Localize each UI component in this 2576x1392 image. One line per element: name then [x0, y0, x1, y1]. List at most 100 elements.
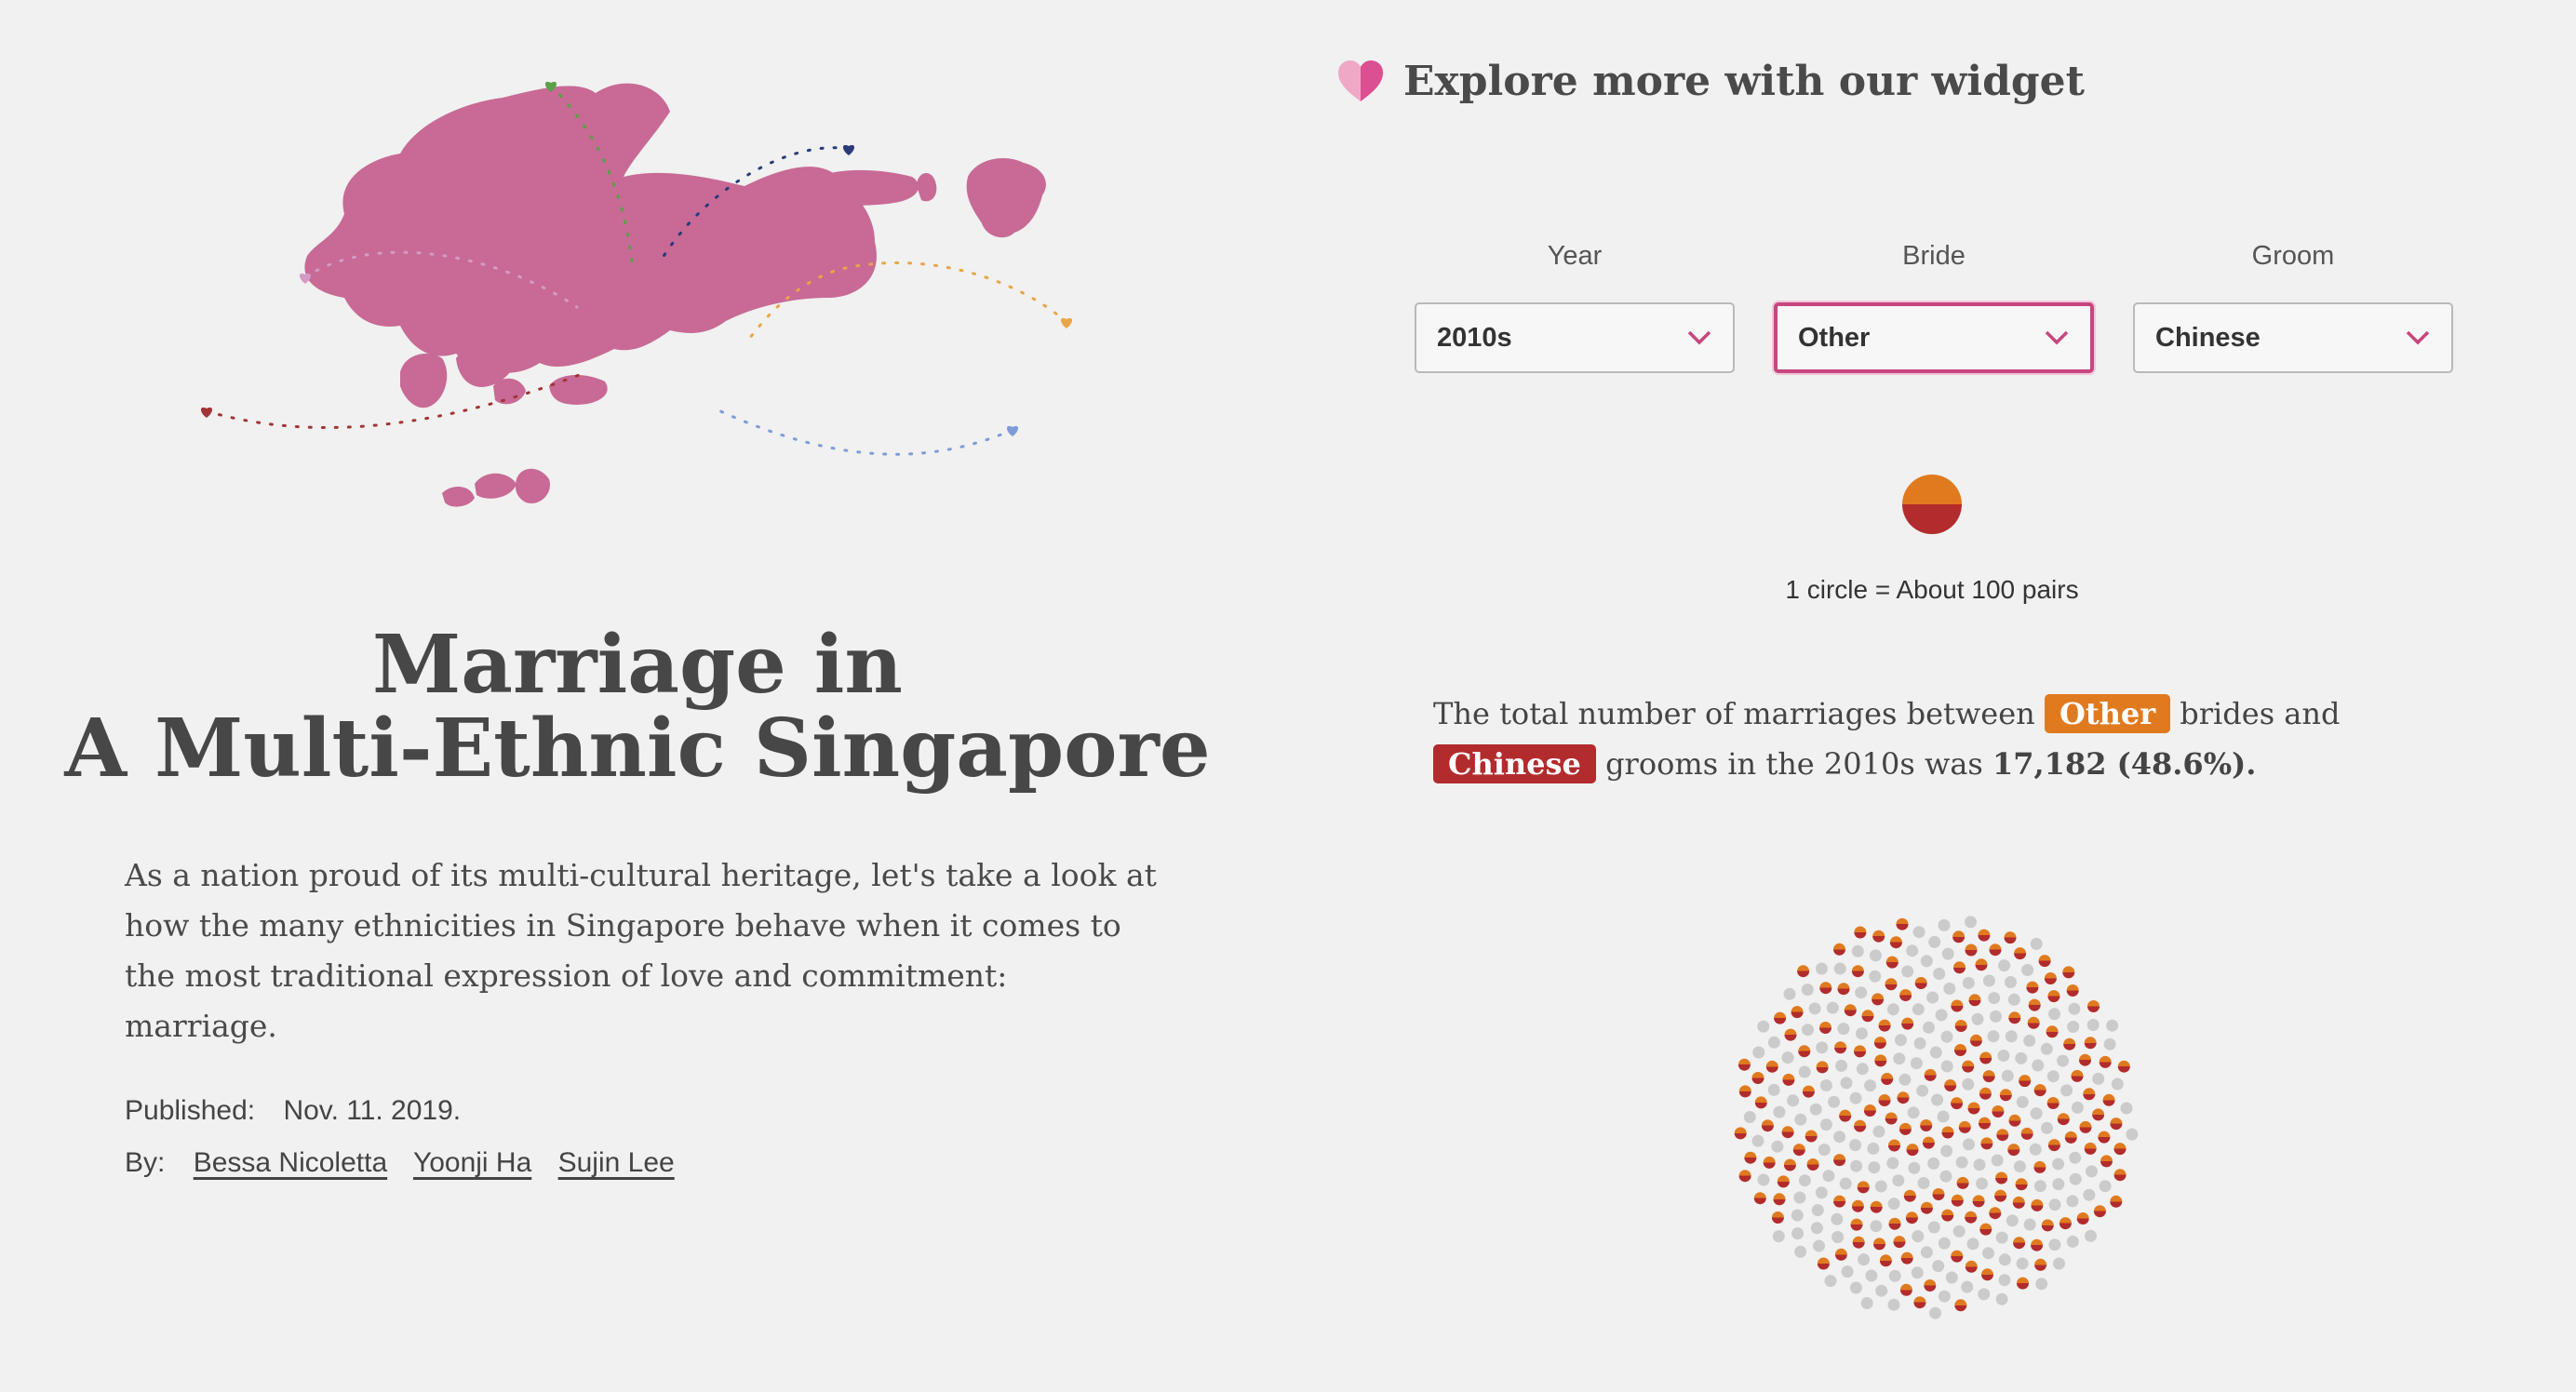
- author-link-yoonji-ha[interactable]: Yoonji Ha: [412, 1147, 532, 1178]
- pair-circle: [1869, 949, 1882, 962]
- heart-trail: [205, 370, 588, 429]
- pair-circle: [1901, 965, 1914, 978]
- pair-circle-highlighted: [1888, 1139, 1900, 1152]
- author-link-bessa-nicoletta[interactable]: Bessa Nicoletta: [193, 1147, 388, 1178]
- pair-circle-highlighted: [2046, 1097, 2059, 1109]
- pair-circle: [1781, 1051, 1794, 1064]
- pair-circle: [2103, 1037, 2116, 1051]
- pair-circle: [1856, 1063, 1869, 1076]
- pair-circle-highlighted: [1965, 1211, 1978, 1224]
- pair-circle: [1912, 926, 1925, 939]
- pair-circle-highlighted: [1873, 1238, 1885, 1251]
- heart-trails: [200, 81, 1073, 456]
- pair-circle-highlighted: [1872, 993, 1885, 1006]
- pair-circle-highlighted: [1992, 1105, 2005, 1118]
- pair-circle-highlighted: [1885, 978, 1898, 991]
- pair-circle-highlighted: [1819, 1022, 1831, 1034]
- pair-circle: [1840, 1077, 1853, 1090]
- pair-circle-highlighted: [2041, 1219, 2054, 1232]
- pair-circle: [1952, 1225, 1966, 1238]
- pair-circle: [1962, 976, 1975, 989]
- groom-tag: Chinese: [1433, 744, 1596, 783]
- summary-part-2: brides and: [2180, 696, 2341, 731]
- pair-circle: [1783, 987, 1796, 1000]
- pair-circle-highlighted: [1932, 1188, 1945, 1200]
- pair-circle-highlighted: [1738, 1085, 1751, 1098]
- pair-circle-highlighted: [2007, 1144, 2020, 1157]
- pair-circle-highlighted: [1784, 1028, 1797, 1041]
- bride-select[interactable]: Other: [1774, 302, 2094, 373]
- pair-circle: [2035, 1278, 2048, 1291]
- pair-circle: [1787, 1094, 1800, 1107]
- pair-circle: [2005, 976, 2017, 988]
- pair-circle-highlighted: [1872, 930, 1885, 943]
- pair-circle-highlighted: [1878, 1019, 1891, 1032]
- pair-circle-highlighted: [1763, 1156, 1776, 1169]
- pair-circle-highlighted: [1888, 1217, 1901, 1230]
- pair-circle-highlighted: [1924, 1279, 1937, 1292]
- pair-circle: [1998, 1253, 2011, 1266]
- pair-circle: [1935, 1009, 1948, 1022]
- pair-circle: [1791, 1227, 1805, 1240]
- pair-circle: [1816, 1041, 1829, 1054]
- pair-circle-highlighted: [2102, 1093, 2115, 1106]
- pair-circle: [1913, 1037, 1926, 1050]
- pair-circle-highlighted: [1879, 1254, 1892, 1267]
- pair-circle: [1962, 1077, 1975, 1091]
- pair-circle: [1819, 1079, 1832, 1091]
- pair-circle: [2048, 1238, 2061, 1251]
- pair-circle-highlighted: [1792, 1144, 1805, 1157]
- author-link-sujin-lee[interactable]: Sujin Lee: [557, 1147, 675, 1178]
- pair-circle: [1875, 1284, 1888, 1297]
- pair-circle: [1978, 1288, 1991, 1301]
- pair-circle: [1943, 983, 1956, 995]
- pair-circle-highlighted: [1900, 1251, 1913, 1265]
- pair-circle-highlighted: [1837, 983, 1850, 996]
- pair-circle: [1955, 1156, 1968, 1169]
- pair-circle-highlighted: [2087, 1000, 2100, 1012]
- marriage-dot-chart: [1734, 916, 2139, 1319]
- pair-circle: [1928, 935, 1941, 948]
- pair-circle: [1793, 1191, 1806, 1204]
- pair-circle-highlighted: [2100, 1155, 2113, 1168]
- page-title: Marriage in A Multi-Ethnic Singapore: [0, 623, 1275, 791]
- pair-circle-highlighted: [1782, 1073, 1795, 1086]
- pair-circle-highlighted: [2046, 1025, 2059, 1038]
- pair-circle-highlighted: [2020, 1127, 2033, 1140]
- pair-circle: [1892, 1174, 1905, 1187]
- groom-select[interactable]: Chinese: [2133, 302, 2453, 373]
- year-select[interactable]: 2010s: [1415, 302, 1735, 373]
- pair-circle: [1824, 1275, 1837, 1288]
- pair-circle: [1870, 1220, 1883, 1233]
- heart-trail: [743, 261, 1068, 346]
- pair-circle: [1855, 986, 1868, 999]
- pair-circle-highlighted: [2013, 1237, 2026, 1250]
- published-row: Published: Nov. 11. 2019.: [125, 1085, 693, 1137]
- pair-circle: [1841, 1265, 1854, 1278]
- map-island-shape: [549, 375, 608, 405]
- pair-circle: [1886, 1157, 1899, 1170]
- pair-circle: [1966, 1238, 1979, 1251]
- pair-circle: [1907, 1106, 1920, 1119]
- pair-circle: [1965, 916, 1977, 929]
- heart-trail: [549, 84, 635, 272]
- pair-circle-highlighted: [2110, 1195, 2123, 1208]
- pair-circle: [1818, 1144, 1831, 1157]
- pair-circle: [2069, 1151, 2082, 1164]
- pair-circle-highlighted: [1896, 917, 1909, 930]
- pair-circle-highlighted: [1819, 982, 1832, 995]
- pair-circle: [2032, 1059, 2045, 1072]
- map-island-shape: [442, 487, 475, 507]
- pair-circle-highlighted: [1899, 1283, 1912, 1296]
- pair-circle: [1971, 1012, 1984, 1025]
- pair-circle-highlighted: [1857, 1181, 1870, 1194]
- pair-circle: [1990, 1010, 2002, 1023]
- pair-circle: [1815, 1186, 1828, 1199]
- pair-circle: [1916, 1084, 1929, 1097]
- pair-circle: [1752, 1046, 1765, 1059]
- published-label: Published:: [125, 1095, 256, 1126]
- pair-circle: [2048, 1008, 2060, 1021]
- pair-circle: [2126, 1128, 2139, 1141]
- pair-circle-highlighted: [2079, 1120, 2092, 1133]
- pair-circle: [2092, 1072, 2105, 1085]
